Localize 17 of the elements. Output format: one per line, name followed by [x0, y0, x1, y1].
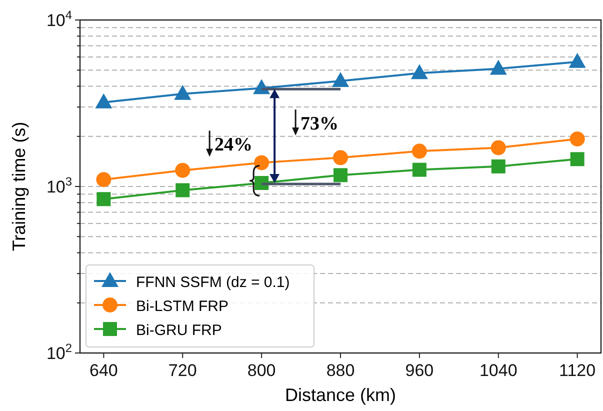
- x-tick-label: 800: [247, 361, 276, 380]
- x-tick-label: 640: [89, 361, 118, 380]
- x-tick-label: 1120: [559, 361, 596, 380]
- y-tick-label: 10$^{3}$: [46, 174, 72, 196]
- y-tick-label: 10$^{2}$: [46, 341, 72, 363]
- legend-label: Bi-LSTM FRP: [136, 298, 229, 315]
- x-tick-label: 1040: [479, 361, 518, 380]
- x-tick-label: 880: [326, 361, 355, 380]
- y-axis-title: Training time (s): [9, 122, 29, 252]
- annotation: 24%: [214, 134, 253, 156]
- annotation: 73%: [300, 114, 339, 135]
- legend-label: Bi-GRU FRP: [136, 322, 222, 339]
- legend-label: FFNN SSFM (dz = 0.1): [136, 274, 290, 291]
- x-tick-label: 960: [405, 361, 434, 380]
- y-tick-label: 10$^{4}$: [46, 8, 72, 30]
- x-axis-title: Distance (km): [284, 385, 396, 405]
- x-tick-label: 720: [168, 361, 197, 380]
